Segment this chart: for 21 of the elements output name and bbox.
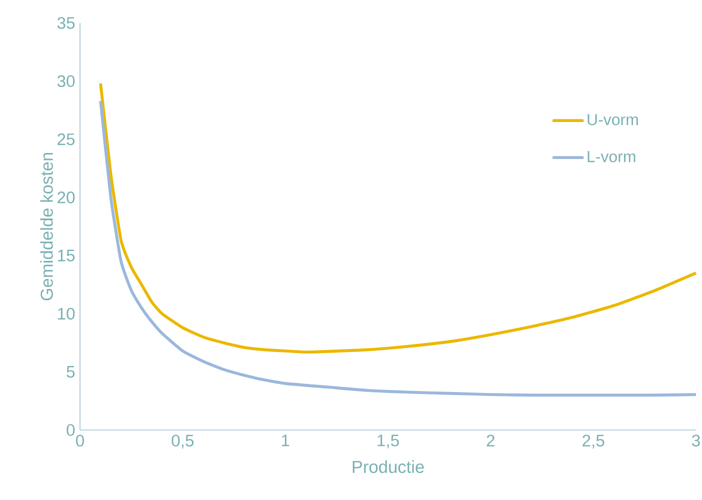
y-tick-label: 20 xyxy=(58,192,75,204)
legend-label: L-vorm xyxy=(588,151,636,162)
x-tick-label: 2 xyxy=(486,434,494,446)
x-tick-label: 1 xyxy=(282,434,290,446)
y-tick-label: 5 xyxy=(66,366,75,378)
line-series xyxy=(99,99,698,397)
x-axis-title: Productie xyxy=(352,460,424,474)
y-tick-label: 35 xyxy=(57,17,75,29)
x-tick-label: 0,5 xyxy=(172,434,194,448)
y-tick-label: 15 xyxy=(58,250,75,262)
x-tick-label: 2,5 xyxy=(582,434,604,448)
y-tick-label: 25 xyxy=(58,133,75,146)
y-tick-label: 10 xyxy=(58,308,75,320)
y-tick-label: 30 xyxy=(57,75,75,88)
x-tick-label: 0 xyxy=(76,434,84,447)
line-series xyxy=(99,82,698,354)
legend-label: U-vorm xyxy=(588,114,638,126)
y-axis-title: Gemiddelde kosten xyxy=(40,152,53,300)
y-tick-label: 0 xyxy=(66,424,75,436)
x-tick-label: 3 xyxy=(692,434,700,447)
x-tick-label: 1,5 xyxy=(378,434,399,448)
